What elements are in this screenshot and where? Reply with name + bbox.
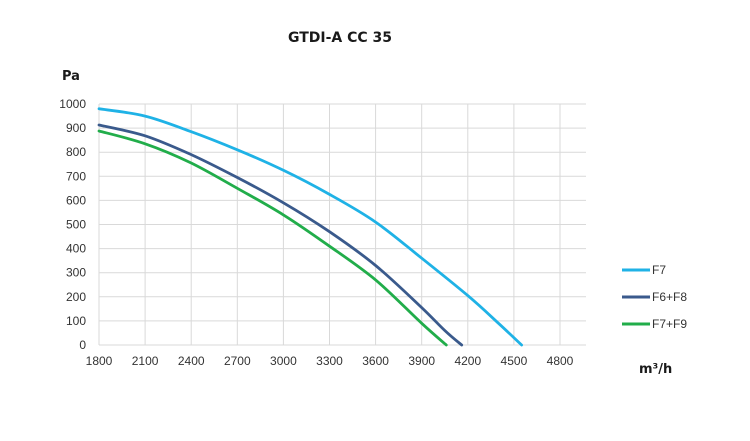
legend-label-f7: F7 bbox=[652, 263, 666, 277]
y-tick-label: 200 bbox=[66, 290, 86, 304]
x-tick-label: 4200 bbox=[454, 354, 481, 368]
chart-title: GTDI-A CC 35 bbox=[288, 30, 392, 46]
x-tick-label: 2400 bbox=[178, 354, 205, 368]
x-tick-labels: 1800 2100 2400 2700 3000 3300 3600 3900 4200 4500… bbox=[86, 354, 574, 368]
y-tick-label: 1000 bbox=[59, 97, 86, 111]
series-layer bbox=[97, 107, 523, 347]
y-tick-labels: 0 100 200 300 400 500 600 700 800 900 1000 bbox=[59, 97, 86, 352]
y-tick-label: 500 bbox=[66, 218, 86, 232]
x-tick-label: 2700 bbox=[224, 354, 251, 368]
x-tick-label: 3000 bbox=[270, 354, 297, 368]
y-tick-label: 900 bbox=[66, 121, 86, 135]
x-axis-label: m³/h bbox=[639, 362, 672, 377]
series-line-f7 bbox=[97, 107, 523, 347]
y-tick-label: 400 bbox=[66, 242, 86, 256]
series-line-f7-f9 bbox=[97, 129, 448, 347]
y-tick-label: 800 bbox=[66, 145, 86, 159]
x-tick-label: 2100 bbox=[132, 354, 159, 368]
legend: F7 F6+F8 F7+F9 bbox=[622, 263, 687, 331]
y-tick-label: 700 bbox=[66, 169, 86, 183]
x-tick-label: 3600 bbox=[362, 354, 389, 368]
x-tick-label: 4800 bbox=[547, 354, 574, 368]
x-tick-label: 3900 bbox=[408, 354, 435, 368]
y-axis-label: Pa bbox=[62, 69, 80, 84]
legend-label-f6-f8: F6+F8 bbox=[652, 290, 687, 304]
y-tick-label: 300 bbox=[66, 266, 86, 280]
x-tick-label: 1800 bbox=[86, 354, 113, 368]
y-tick-label: 100 bbox=[66, 314, 86, 328]
x-tick-label: 4500 bbox=[501, 354, 528, 368]
y-tick-label: 600 bbox=[66, 193, 86, 207]
legend-label-f7-f9: F7+F9 bbox=[652, 317, 687, 331]
x-tick-label: 3300 bbox=[316, 354, 343, 368]
series-line-f6-f8 bbox=[97, 123, 464, 347]
grid-layer bbox=[98, 103, 586, 346]
y-tick-label: 0 bbox=[79, 338, 86, 352]
